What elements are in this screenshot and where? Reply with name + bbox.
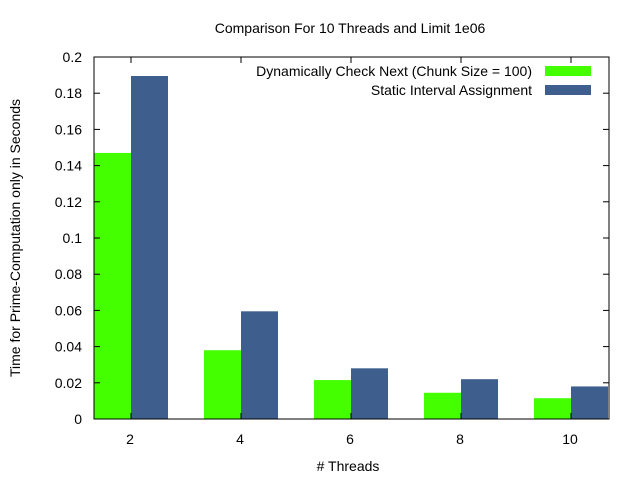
y-axis-label: Time for Prime-Computation only in Secon… [7, 99, 23, 377]
bar-series2-10 [571, 386, 608, 419]
bar-series2-8 [461, 379, 498, 419]
y-tick-label: 0.08 [55, 266, 82, 282]
chart-title: Comparison For 10 Threads and Limit 1e06 [215, 20, 486, 36]
legend-label-1: Dynamically Check Next (Chunk Size = 100… [256, 63, 532, 79]
x-tick-label: 10 [562, 431, 578, 447]
x-tick-label: 6 [346, 431, 354, 447]
legend-swatch-2 [545, 85, 591, 95]
bar-series2-6 [351, 368, 388, 419]
bar-series1-4 [204, 350, 241, 419]
axes-group [93, 56, 610, 420]
y-tick-label: 0.12 [55, 194, 82, 210]
plot-frame [93, 56, 610, 420]
x-axis-label: # Threads [317, 458, 380, 474]
legend-swatch-1 [545, 66, 591, 76]
legend-label-2: Static Interval Assignment [371, 82, 532, 98]
ticks-group: 0 0.02 0.04 0.06 0.08 0.1 0.12 0.14 0.16 0.18 0.2 2… [55, 49, 609, 447]
x-tick-label: 2 [126, 431, 134, 447]
bar-series2-4 [241, 311, 278, 419]
bar-series1-8 [424, 392, 461, 419]
bar-series1-6 [314, 380, 351, 419]
y-tick-label: 0.02 [55, 375, 82, 391]
bar-series2-2 [131, 76, 168, 419]
y-tick-label: 0.1 [63, 230, 83, 246]
x-tick-label: 4 [236, 431, 244, 447]
legend: Dynamically Check Next (Chunk Size = 100… [256, 63, 591, 98]
y-tick-label: 0 [74, 411, 82, 427]
bar-series1-2 [94, 152, 131, 419]
y-tick-label: 0.18 [55, 85, 82, 101]
y-tick-label: 0.2 [63, 49, 83, 65]
y-tick-label: 0.04 [55, 339, 82, 355]
x-tick-label: 8 [456, 431, 464, 447]
y-tick-label: 0.16 [55, 121, 82, 137]
y-tick-label: 0.14 [55, 158, 82, 174]
bars-group [94, 76, 608, 419]
y-tick-label: 0.06 [55, 302, 82, 318]
bar-series1-10 [534, 398, 571, 419]
